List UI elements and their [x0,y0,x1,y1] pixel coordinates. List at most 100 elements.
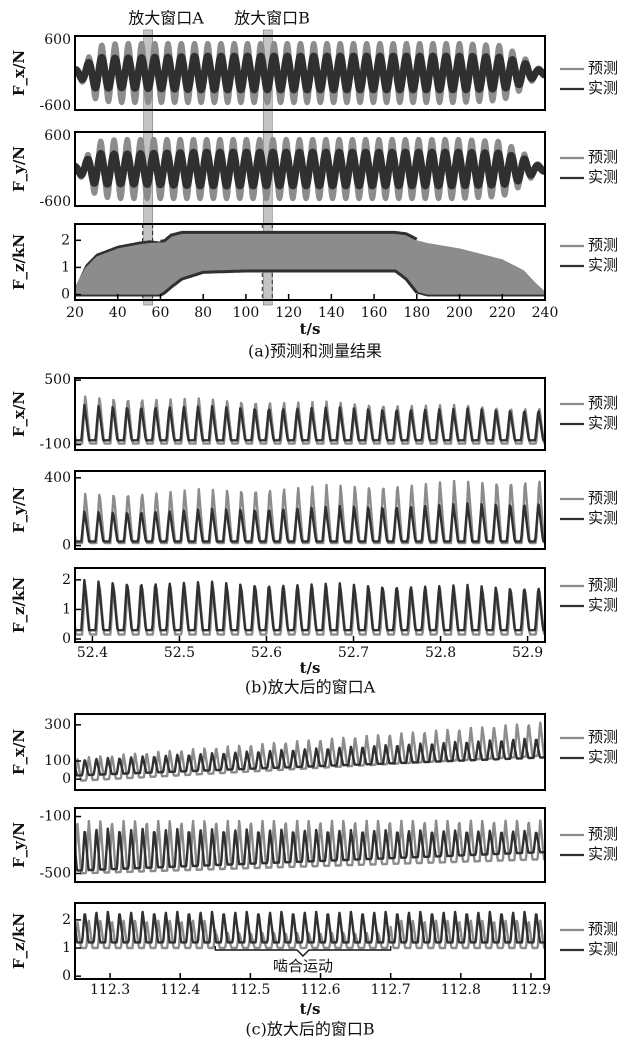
y-tick-label: 2 [61,232,70,248]
series-predicted [75,721,545,782]
series-measured [75,148,545,190]
series-group [75,479,545,545]
x-tick-label: 112.8 [441,982,481,998]
x-axis-label: t/s [300,320,321,338]
legend-predicted-label: 预测 [588,920,618,938]
y-axis-label: F_y/N [10,487,28,533]
series-group [75,395,545,445]
y-tick-label: 2 [62,572,71,588]
y-axis-label: F_x/N [10,391,28,438]
y-tick-label: -600 [40,98,71,114]
y-tick-label: 1 [62,601,71,617]
y-tick-label: 400 [44,470,71,486]
caption-b: (b)放大后的窗口A [245,678,376,697]
series-measured-lower [160,269,419,297]
y-axis-label: F_z/kN [10,234,28,291]
x-axis-label: t/s [300,1000,321,1018]
x-tick-label: 20 [66,305,84,321]
legend-measured-label: 实测 [588,256,618,274]
x-tick-label: 120 [275,305,302,321]
y-tick-label: 100 [44,753,71,769]
axes-c-2 [74,902,546,980]
legend-measured-label: 实测 [588,509,618,527]
y-tick-label: -600 [40,194,71,210]
y-tick-label: -100 [40,809,71,825]
y-tick-label: 600 [44,128,71,144]
series-measured [75,502,545,543]
series-measured [75,403,545,442]
y-axis-label: F_x/N [10,729,28,776]
x-tick-label: 112.9 [511,982,551,998]
axes-b-0 [74,377,546,451]
y-tick-label: 0 [61,287,70,303]
x-tick-label: 112.5 [230,982,270,998]
series-layer [75,40,545,950]
x-tick-label: 112.4 [160,982,200,998]
annotation-brace [214,946,392,957]
series-measured [75,910,545,944]
series-group [75,52,545,94]
legend-predicted-label: 预测 [588,825,618,843]
y-tick-label: -100 [40,437,71,453]
series-group [75,230,545,297]
y-tick-label: 300 [44,717,71,733]
x-tick-label: 52.6 [251,645,282,661]
x-tick-label: 112.3 [90,982,130,998]
legend-predicted-label: 预测 [588,236,618,254]
x-tick-label: 52.5 [164,645,195,661]
x-tick-label: 100 [233,305,260,321]
x-axis-label: t/s [300,659,321,677]
series-group [75,819,545,875]
axes-fx-a [74,35,546,111]
axes-b-2 [74,567,546,643]
legend-measured-label: 实测 [588,748,618,766]
legend-predicted-label: 预测 [588,59,618,77]
x-tick-label: 112.6 [300,982,340,998]
series-group [75,910,545,950]
caption-c: (c)放大后的窗口B [245,1020,374,1039]
axes-c-0 [74,713,546,791]
x-tick-label: 200 [446,305,473,321]
x-tick-label: 112.7 [371,982,411,998]
caption-a: (a)预测和测量结果 [248,342,382,361]
axes-frames-layer [74,35,546,980]
annotation-label: 啮合运动 [273,957,333,975]
legend-measured-label: 实测 [588,79,618,97]
axes-c-1 [74,807,546,883]
y-axis-label: F_z/kN [10,577,28,634]
x-tick-label: 52.8 [425,645,456,661]
y-tick-label: 1 [62,940,71,956]
y-tick-label: 0 [62,631,71,647]
y-tick-label: 2 [62,912,71,928]
axes-b-1 [74,470,546,550]
series-group [75,578,545,636]
x-tick-label: 220 [489,305,516,321]
x-tick-label: 52.7 [338,645,369,661]
legend-measured-label: 实测 [588,940,618,958]
y-axis-label: F_x/N [10,50,28,97]
y-axis-label: F_y/N [10,146,28,192]
series-group [75,148,545,190]
legend-predicted-label: 预测 [588,576,618,594]
y-tick-label: 0 [62,968,71,984]
series-measured-band [75,165,545,173]
legend-measured-label: 实测 [588,845,618,863]
zoom-window-a-label: 放大窗口A [128,9,204,28]
y-axis-label: F_y/N [10,822,28,868]
axes-fz-a [74,223,546,301]
y-tick-label: 0 [62,538,71,554]
series-predicted-band [75,233,545,295]
y-tick-label: 600 [44,32,71,48]
legend-predicted-label: 预测 [588,148,618,166]
series-measured-band [75,69,545,77]
x-tick-label: 80 [194,305,212,321]
legend-measured-label: 实测 [588,414,618,432]
legend-measured-label: 实测 [588,596,618,614]
series-measured-upper [160,230,418,243]
series-measured [75,737,545,777]
legend-predicted-label: 预测 [588,728,618,746]
x-tick-label: 180 [403,305,430,321]
series-predicted [75,819,545,875]
x-tick-label: 240 [532,305,559,321]
